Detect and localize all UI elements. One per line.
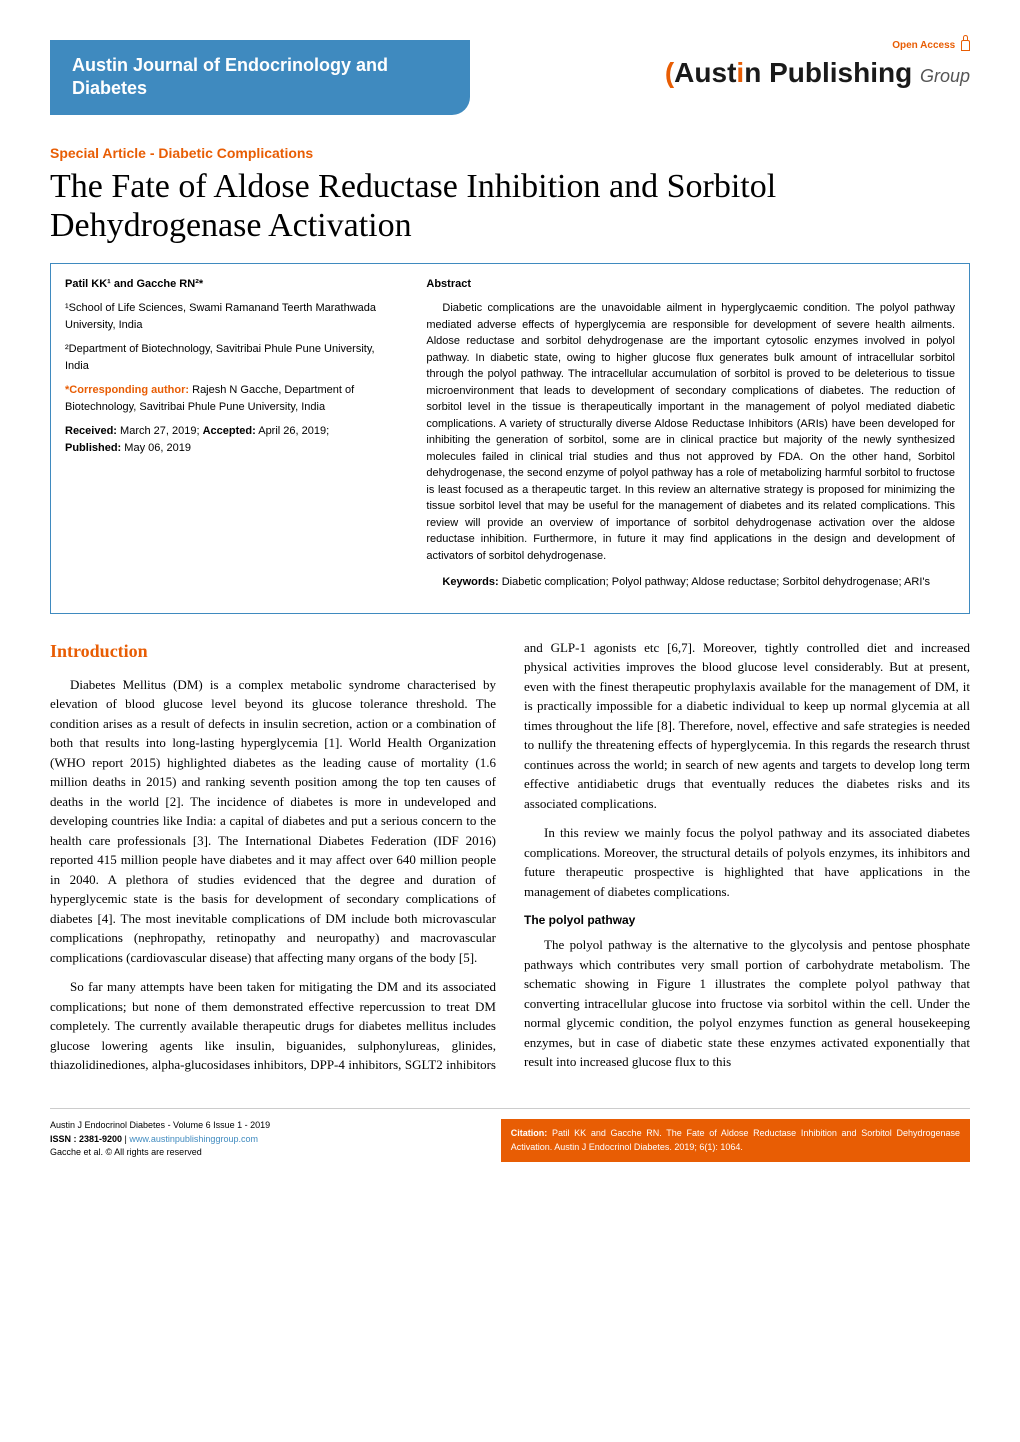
corresponding-author: *Corresponding author: Rajesh N Gacche, … (65, 382, 378, 415)
logo-group: Group (920, 66, 970, 86)
abstract-body: Diabetic complications are the unavoidab… (426, 300, 955, 564)
body-columns: Introduction Diabetes Mellitus (DM) is a… (50, 638, 970, 1079)
received-date: March 27, 2019; (117, 425, 203, 437)
open-access-label: Open Access (665, 40, 970, 51)
keywords: Keywords: Diabetic complication; Polyol … (426, 574, 955, 591)
affiliation-2: ²Department of Biotechnology, Savitribai… (65, 341, 378, 374)
accepted-date: April 26, 2019; (256, 425, 329, 437)
logo-publishing: Publishing (761, 57, 920, 88)
keywords-label: Keywords: (442, 576, 498, 588)
issue-info: Austin J Endocrinol Diabetes - Volume 6 … (50, 1119, 483, 1133)
abstract-column: Abstract Diabetic complications are the … (412, 264, 969, 613)
abstract-heading: Abstract (426, 276, 955, 293)
publisher-url[interactable]: www.austinpublishinggroup.com (129, 1134, 258, 1144)
paragraph: The polyol pathway is the alternative to… (524, 935, 970, 1072)
meta-column: Patil KK¹ and Gacche RN²* ¹School of Lif… (51, 264, 392, 613)
authors: Patil KK¹ and Gacche RN²* (65, 276, 378, 293)
corr-label: *Corresponding author: (65, 384, 189, 396)
citation-box: Citation: Patil KK and Gacche RN. The Fa… (501, 1119, 970, 1162)
keywords-text: Diabetic complication; Polyol pathway; A… (499, 576, 930, 588)
published-label: Published: (65, 442, 121, 454)
issn-label: ISSN : 2381-9200 (50, 1134, 122, 1144)
accepted-label: Accepted: (203, 425, 256, 437)
citation-label: Citation: (511, 1128, 548, 1138)
affiliation-1: ¹School of Life Sciences, Swami Ramanand… (65, 300, 378, 333)
authors-text: Patil KK¹ and Gacche RN²* (65, 278, 203, 290)
page-container: Austin Journal of Endocrinology and Diab… (0, 0, 1020, 1202)
heading-polyol: The polyol pathway (524, 911, 970, 929)
published-date: May 06, 2019 (121, 442, 191, 454)
citation-text: Patil KK and Gacche RN. The Fate of Aldo… (511, 1128, 960, 1152)
paragraph: In this review we mainly focus the polyo… (524, 823, 970, 901)
publisher-logo: (Austin Publishing Group (665, 57, 970, 89)
logo-austin: Aust (674, 57, 736, 88)
issn-line: ISSN : 2381-9200 | www.austinpublishingg… (50, 1133, 483, 1147)
heading-introduction: Introduction (50, 638, 496, 665)
lock-icon (961, 40, 970, 51)
dates: Received: March 27, 2019; Accepted: Apri… (65, 423, 378, 456)
journal-title: Austin Journal of Endocrinology and Diab… (50, 40, 470, 115)
paragraph: Diabetes Mellitus (DM) is a complex meta… (50, 675, 496, 968)
received-label: Received: (65, 425, 117, 437)
logo-paren: ( (665, 57, 674, 88)
article-title: The Fate of Aldose Reductase Inhibition … (50, 167, 970, 245)
article-type: Special Article - Diabetic Complications (50, 145, 970, 161)
header: Austin Journal of Endocrinology and Diab… (50, 40, 970, 115)
footer: Austin J Endocrinol Diabetes - Volume 6 … (50, 1108, 970, 1162)
logo-area: Open Access (Austin Publishing Group (665, 40, 970, 89)
open-access-text: Open Access (892, 40, 955, 51)
footer-left: Austin J Endocrinol Diabetes - Volume 6 … (50, 1119, 483, 1162)
copyright: Gacche et al. © All rights are reserved (50, 1146, 483, 1160)
logo-n: n (744, 57, 761, 88)
meta-abstract-box: Patil KK¹ and Gacche RN²* ¹School of Lif… (50, 263, 970, 614)
